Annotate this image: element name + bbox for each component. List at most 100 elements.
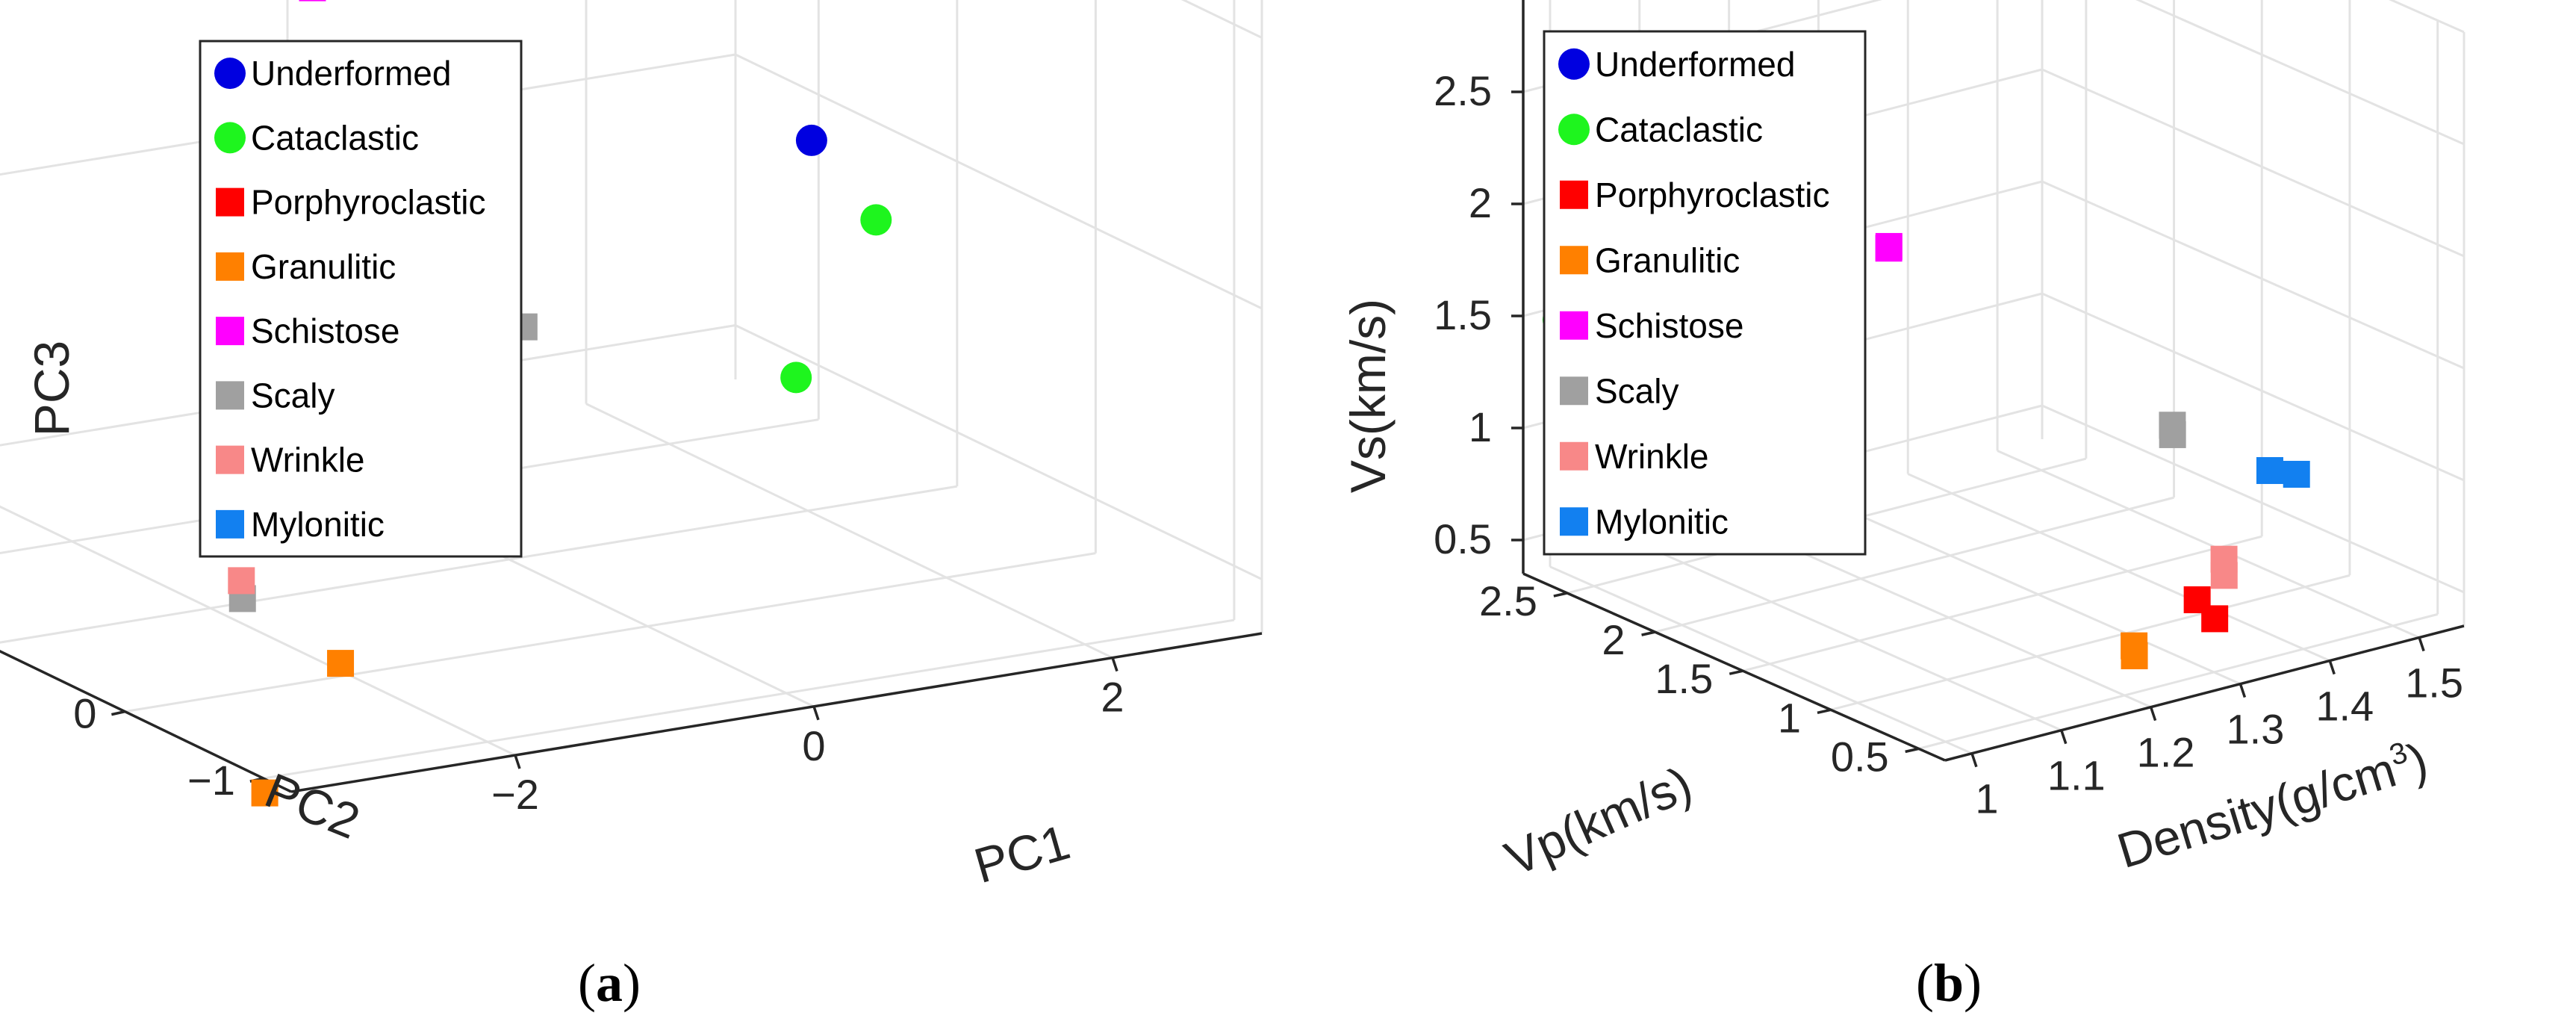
x-tick-label: 1.2 bbox=[2137, 729, 2195, 776]
gridline-floor-y bbox=[1918, 612, 2439, 750]
legend-label-schistose: Schistose bbox=[1595, 306, 1743, 345]
point-granulitic bbox=[251, 779, 279, 807]
x-tick-label: 1.3 bbox=[2227, 706, 2285, 753]
y-tick-mark bbox=[1905, 747, 1920, 754]
point-cataclastic bbox=[780, 362, 812, 394]
panel-a-xlabel: PC1 bbox=[968, 814, 1076, 894]
panel-a-axes bbox=[0, 632, 1263, 793]
z-tick-label: 2 bbox=[1469, 179, 1492, 226]
caption-b-open: ( bbox=[1916, 953, 1934, 1013]
legend-label-granulitic: Granulitic bbox=[1595, 241, 1740, 279]
gridline-floor-x bbox=[1907, 473, 2330, 662]
legend-label-underformed: Underformed bbox=[1595, 45, 1795, 84]
legend-label-scaly: Scaly bbox=[251, 376, 335, 415]
legend-marker-scaly bbox=[216, 381, 244, 410]
legend-label-scaly: Scaly bbox=[1595, 371, 1679, 410]
legend-label-mylonitic: Mylonitic bbox=[1595, 502, 1729, 541]
point-wrinkle bbox=[228, 567, 255, 595]
legend-label-underformed: Underformed bbox=[251, 54, 451, 93]
legend-marker-wrinkle bbox=[1560, 441, 1588, 471]
panel-b-ylabel: Vp(km/s) bbox=[1497, 755, 1699, 886]
legend-marker-underformed bbox=[1558, 48, 1590, 80]
panel-a-zlabel: PC3 bbox=[24, 341, 79, 436]
gridline-side-z bbox=[2041, 180, 2465, 370]
caption-a-letter: a bbox=[596, 953, 623, 1013]
x-tick-label: 1.1 bbox=[2047, 752, 2106, 799]
y-tick-label: 1 bbox=[1778, 694, 1801, 741]
caption-b-close: ) bbox=[1964, 953, 1982, 1013]
y-tick-mark bbox=[111, 710, 125, 716]
legend-label-granulitic: Granulitic bbox=[251, 247, 396, 286]
legend-marker-underformed bbox=[214, 58, 246, 90]
caption-a: (a) bbox=[578, 953, 641, 1013]
gridline-side-z bbox=[2135, 0, 2465, 146]
gridline-floor-y bbox=[1830, 574, 2351, 711]
point-porphyroclastic bbox=[2183, 586, 2211, 613]
panel-a-chart: −202−1012−101 PC3 PC2 PC1 UnderformedCat… bbox=[0, 0, 1263, 894]
gridline-floor-x bbox=[1997, 450, 2420, 639]
gridline-side-z bbox=[2041, 68, 2465, 258]
gridline-floor-x bbox=[1817, 496, 2241, 685]
y-axis-line bbox=[0, 649, 292, 793]
gridline-floor-x bbox=[1549, 565, 1973, 755]
x-tick-mark bbox=[812, 706, 820, 721]
point-granulitic bbox=[2121, 642, 2148, 670]
caption-b-letter: b bbox=[1934, 953, 1964, 1013]
point-schistose bbox=[1875, 232, 1903, 260]
legend-label-wrinkle: Wrinkle bbox=[251, 441, 365, 480]
gridline-floor-x bbox=[0, 505, 516, 757]
legend-label-schistose: Schistose bbox=[251, 311, 399, 350]
y-tick-label: 2.5 bbox=[1479, 577, 1537, 624]
x-tick-label: −2 bbox=[491, 771, 539, 818]
legend-marker-schistose bbox=[216, 317, 244, 346]
x-tick-label: 2 bbox=[1101, 674, 1124, 721]
y-tick-label: 0 bbox=[73, 690, 96, 737]
legend-marker-cataclastic bbox=[1558, 114, 1590, 146]
x-tick-label: 1 bbox=[1975, 775, 1998, 822]
gridline-floor-y bbox=[1655, 496, 2174, 633]
y-tick-label: −1 bbox=[187, 757, 235, 804]
gridline-side-z bbox=[2041, 292, 2465, 482]
x-tick-label: 1.5 bbox=[2405, 660, 2463, 707]
x-tick-mark bbox=[2328, 660, 2336, 675]
legend-marker-porphyroclastic bbox=[1560, 180, 1588, 209]
y-tick-label: 0.5 bbox=[1831, 733, 1889, 780]
legend-marker-granulitic bbox=[1560, 246, 1588, 275]
gridline-floor-x bbox=[1639, 542, 2062, 732]
gridline-side-z bbox=[735, 324, 1263, 580]
panel-a-gridlines bbox=[0, 0, 1263, 780]
z-tick-label: 1.5 bbox=[1434, 291, 1492, 338]
gridline-floor-x bbox=[585, 403, 1113, 659]
legend-marker-mylonitic bbox=[216, 509, 244, 539]
legend-label-porphyroclastic: Porphyroclastic bbox=[1595, 176, 1829, 214]
gridline-floor-y bbox=[263, 618, 1235, 780]
point-schistose bbox=[299, 0, 326, 1]
point-mylonitic bbox=[2283, 460, 2310, 488]
legend-label-mylonitic: Mylonitic bbox=[251, 505, 385, 544]
legend-marker-schistose bbox=[1560, 311, 1588, 340]
panel-a-legend: Underformed Cataclastic Porphyroclastic Gra… bbox=[199, 40, 523, 558]
gridline-floor-y bbox=[1742, 535, 2262, 672]
gridline-side-z bbox=[735, 53, 1263, 310]
legend-label-porphyroclastic: Porphyroclastic bbox=[251, 183, 485, 222]
legend-box bbox=[1543, 30, 1867, 556]
z-tick-label: 0.5 bbox=[1434, 515, 1492, 562]
x-tick-mark bbox=[2060, 730, 2068, 745]
legend-marker-porphyroclastic bbox=[216, 187, 244, 217]
panel-a-ticks: −202−1012−101 bbox=[73, 657, 1124, 818]
panel-b-axes bbox=[1522, 0, 2465, 762]
y-tick-mark bbox=[1641, 630, 1655, 636]
x-axis-line bbox=[1944, 624, 2465, 762]
legend-marker-wrinkle bbox=[216, 445, 244, 474]
gridline-side-z bbox=[1180, 0, 1263, 39]
y-tick-mark bbox=[1553, 592, 1568, 598]
legend-box bbox=[199, 40, 523, 558]
x-tick-mark bbox=[2239, 683, 2247, 698]
gridline-side-z bbox=[2041, 404, 2465, 594]
y-tick-mark bbox=[1817, 708, 1832, 715]
panel-b-zlabel: Vs(km/s) bbox=[1340, 299, 1396, 493]
legend-marker-mylonitic bbox=[1560, 507, 1588, 536]
panel-b-legend: Underformed Cataclastic Porphyroclastic Gra… bbox=[1543, 30, 1867, 556]
caption-b: (b) bbox=[1916, 953, 1982, 1013]
